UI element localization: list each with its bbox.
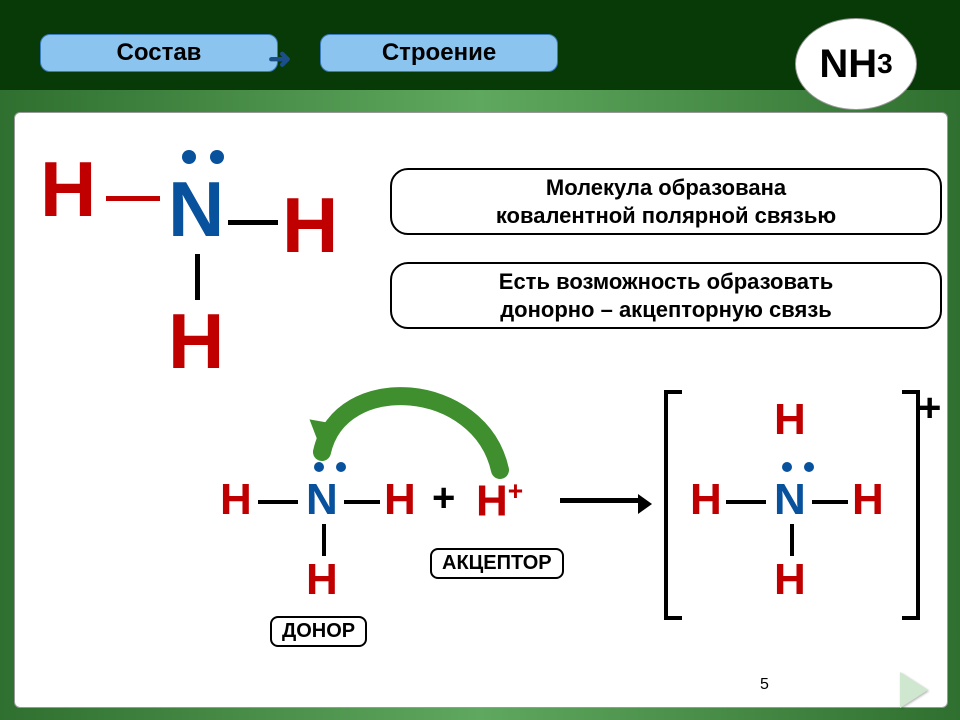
electron-arrow-icon: [0, 0, 960, 720]
bond: [726, 500, 766, 504]
bond: [322, 524, 326, 556]
bond: [258, 500, 298, 504]
bond: [790, 524, 794, 556]
bond: [812, 500, 848, 504]
atom-N: N: [774, 478, 806, 522]
next-button[interactable]: [900, 672, 928, 708]
bond: [228, 220, 278, 225]
lone-pair-icon: [182, 150, 224, 164]
atom-H: H: [220, 478, 252, 522]
atom-H: H: [690, 478, 722, 522]
label-acceptor: АКЦЕПТОР: [430, 548, 564, 579]
bond: [195, 254, 200, 300]
atom-H-plus: H+: [476, 478, 523, 524]
atom-+: +: [918, 388, 941, 428]
bond: [560, 498, 640, 503]
label-donor: ДОНОР: [270, 616, 367, 647]
bond: [106, 196, 160, 201]
atom-+: +: [432, 478, 455, 518]
atom-H: H: [306, 558, 338, 602]
slide: 🎓 Состав ➜ Строение NH3 Молекула образов…: [0, 0, 960, 720]
atom-H: H: [852, 478, 884, 522]
bracket-left: [664, 390, 682, 620]
lone-pair-icon: [782, 462, 814, 472]
reaction-arrow-head: [638, 494, 652, 514]
lone-pair-icon: [314, 462, 346, 472]
atom-H: H: [774, 558, 806, 602]
page-number: 5: [760, 676, 769, 694]
atom-H: H: [282, 186, 338, 264]
atom-N: N: [306, 478, 338, 522]
atom-H: H: [774, 398, 806, 442]
atom-H: H: [168, 302, 224, 380]
atom-H: H: [384, 478, 416, 522]
atom-H: H: [40, 150, 96, 228]
atom-N: N: [168, 170, 224, 248]
bond: [344, 500, 380, 504]
